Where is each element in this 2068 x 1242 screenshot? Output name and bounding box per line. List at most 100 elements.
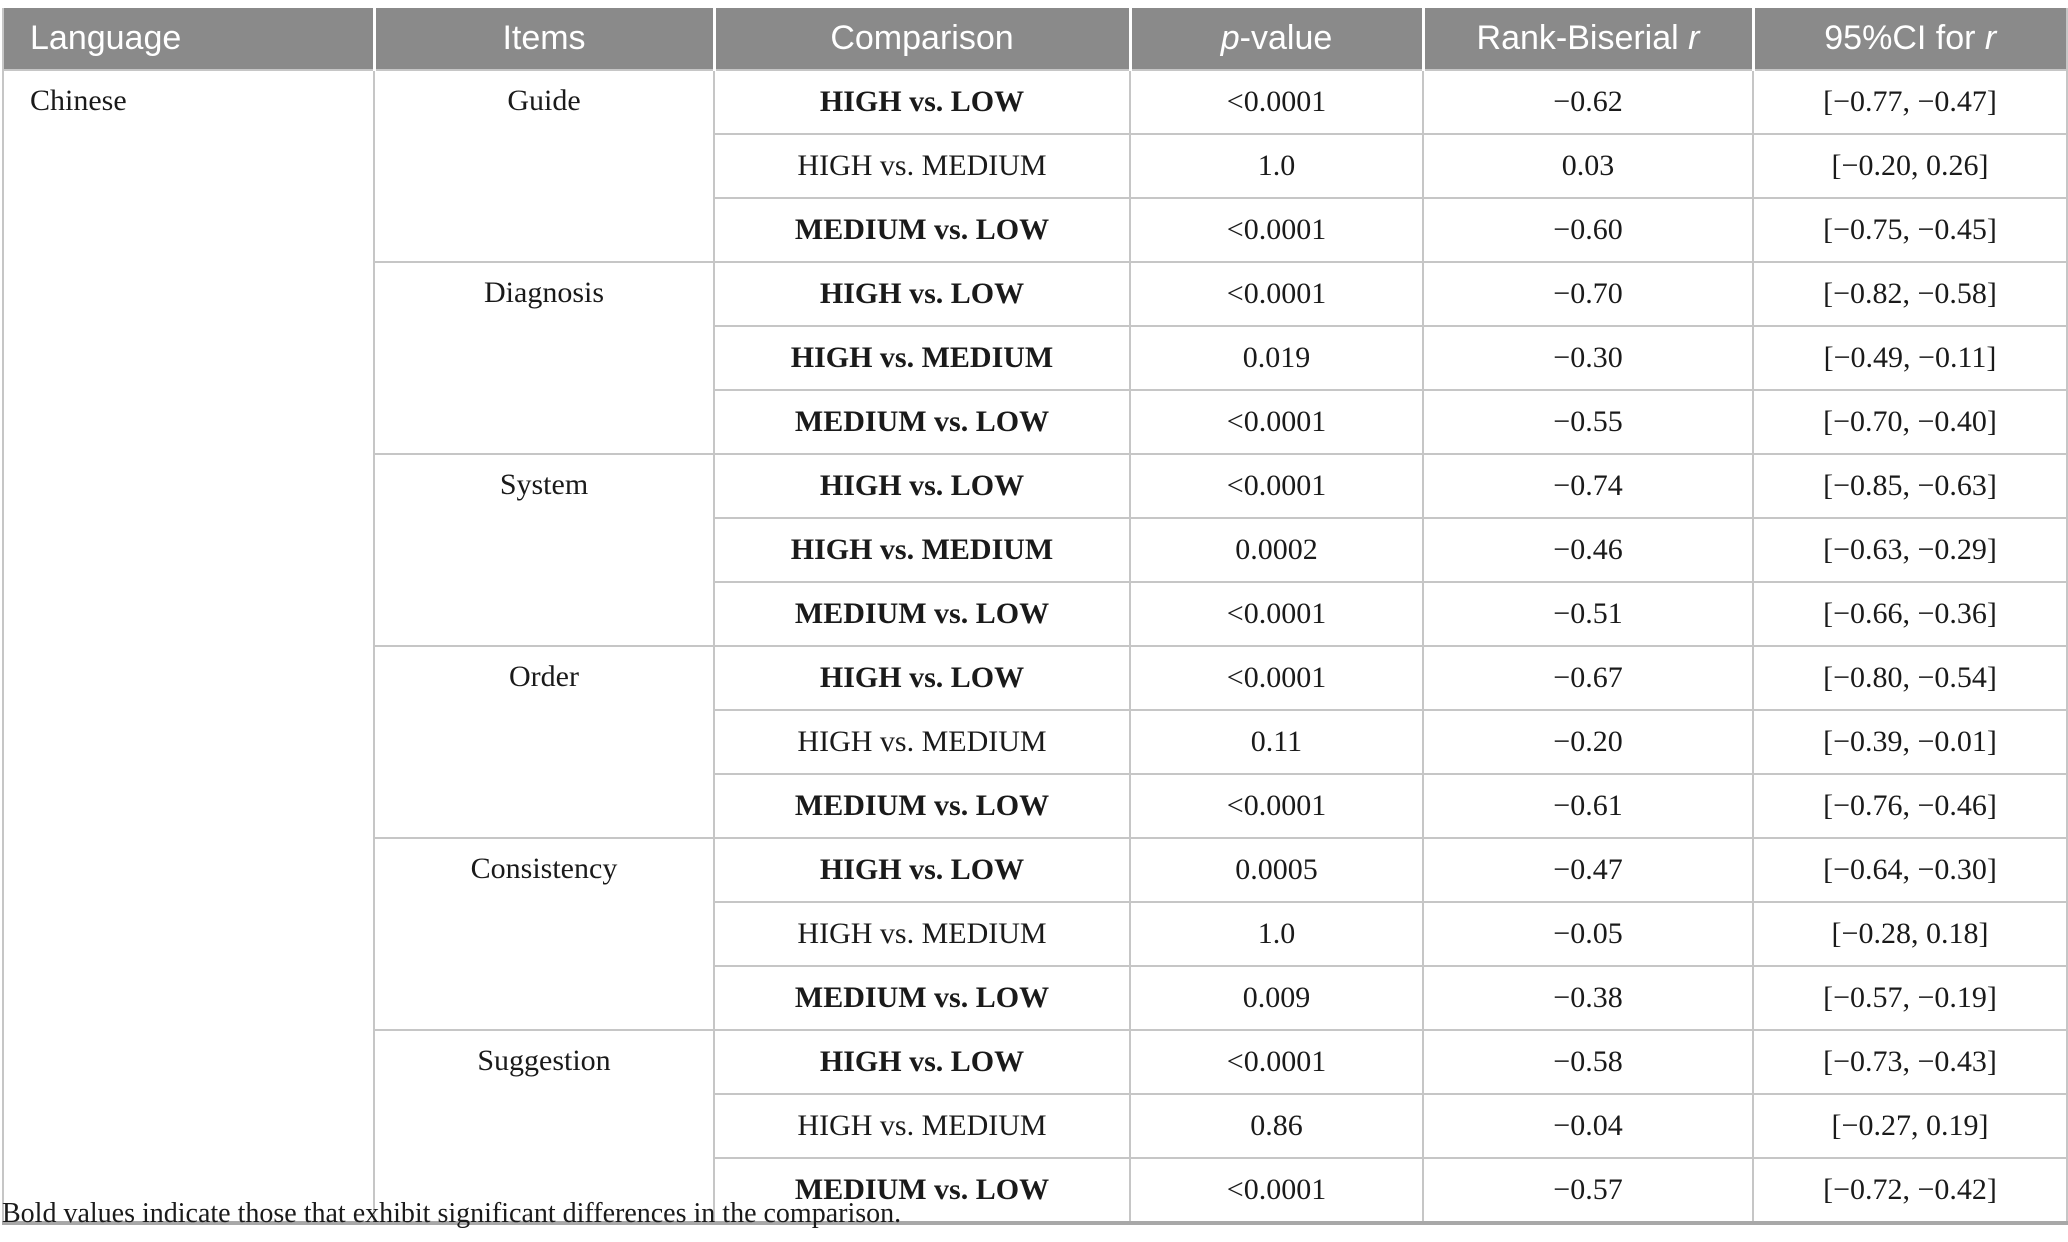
header-label: Comparison [830,19,1014,57]
comparison-cell: HIGH vs. MEDIUM [713,517,1131,583]
p-value-cell: 0.0005 [1129,837,1424,903]
table-row: HIGH vs. MEDIUM 1.0 0.03 [−0.20, 0.26] [3,133,2068,199]
p-value-cell: <0.0001 [1129,645,1424,711]
table-row: Consistency HIGH vs. LOW 0.0005 −0.47 [−0.64… [3,837,2068,1031]
header-label: -value [1239,19,1333,57]
comparison-cell: HIGH vs. MEDIUM [713,901,1131,967]
comparison-cell: MEDIUM vs. LOW [713,389,1131,455]
p-value-cell: 0.11 [1129,709,1424,775]
header-cell-items: Items [372,8,714,70]
comparison-cell: HIGH vs. LOW [713,1029,1131,1095]
table-row: MEDIUM vs. LOW <0.0001 −0.60 [−0.75, −0.45] [3,197,2068,263]
rank-biserial-cell: −0.57 [1422,1157,1754,1224]
rank-biserial-cell: −0.62 [1422,69,1754,135]
table-row: MEDIUM vs. LOW <0.0001 −0.61 [−0.76, −0.46] [3,773,2068,839]
item-cell: Guide [373,69,715,263]
p-value-cell: <0.0001 [1129,261,1424,327]
comparison-cell: HIGH vs. LOW [713,837,1131,903]
rank-biserial-cell: −0.74 [1422,453,1754,519]
rank-biserial-cell: −0.61 [1422,773,1754,839]
header-cell-comparison: Comparison [712,8,1130,70]
comparison-cell: HIGH vs. LOW [713,261,1131,327]
p-value-cell: <0.0001 [1129,581,1424,647]
table-row: Chinese Guide HIGH vs. LOW <0.0001 −0.62 [−0.… [2,69,2068,1224]
table-row: System HIGH vs. LOW <0.0001 −0.74 [−0.85, −0… [3,453,2068,647]
comparison-cell: HIGH vs. LOW [713,453,1131,519]
rank-biserial-cell: −0.60 [1422,197,1754,263]
ci-cell: [−0.73, −0.43] [1752,1029,2068,1095]
table-body: Chinese Guide HIGH vs. LOW <0.0001 −0.62 [−0.… [2,69,2068,1224]
rank-biserial-cell: −0.46 [1422,517,1754,583]
ci-cell: [−0.82, −0.58] [1752,261,2068,327]
ci-cell: [−0.70, −0.40] [1752,389,2068,455]
rank-biserial-cell: 0.03 [1422,133,1754,199]
rank-biserial-cell: −0.20 [1422,709,1754,775]
header-label-italic: r [1984,19,1997,57]
p-value-cell: <0.0001 [1129,389,1424,455]
rank-biserial-cell: −0.70 [1422,261,1754,327]
rank-biserial-cell: −0.05 [1422,901,1754,967]
header-cell-rank-biserial-r: Rank-Biserial r [1421,8,1753,70]
header-cell-language: Language [3,8,374,70]
header-label-italic: p [1220,19,1240,57]
rank-biserial-cell: −0.58 [1422,1029,1754,1095]
comparison-cell: MEDIUM vs. LOW [713,773,1131,839]
table-row: HIGH vs. MEDIUM 0.0002 −0.46 [−0.63, −0.29] [3,517,2068,583]
table-row: Suggestion HIGH vs. LOW <0.0001 −0.58 [−0.73… [3,1029,2068,1224]
table-row: MEDIUM vs. LOW <0.0001 −0.51 [−0.66, −0.36] [3,581,2068,647]
ci-cell: [−0.20, 0.26] [1752,133,2068,199]
table-header: Language Items Comparison p-value Rank-Biser… [3,8,2067,70]
p-value-cell: <0.0001 [1129,1029,1424,1095]
header-label: Rank-Biserial [1476,19,1689,57]
ci-cell: [−0.49, −0.11] [1752,325,2068,391]
rank-biserial-cell: −0.47 [1422,837,1754,903]
p-value-cell: 1.0 [1129,901,1424,967]
header-label: 95%CI for [1824,19,1985,57]
comparisons-table: Language Items Comparison p-value Rank-Biser… [2,8,2068,1225]
p-value-cell: 0.86 [1129,1093,1424,1159]
ci-cell: [−0.27, 0.19] [1752,1093,2068,1159]
comparison-cell: MEDIUM vs. LOW [713,581,1131,647]
p-value-cell: 1.0 [1129,133,1424,199]
header-label-italic: r [1688,19,1700,57]
header-cell-p-value: p-value [1128,8,1423,70]
header-cell-ci-for-r: 95%CI for r [1751,8,2067,70]
table-row: MEDIUM vs. LOW 0.009 −0.38 [−0.57, −0.19] [3,965,2068,1031]
comparison-cell: MEDIUM vs. LOW [713,197,1131,263]
ci-cell: [−0.63, −0.29] [1752,517,2068,583]
comparison-cell: HIGH vs. LOW [713,645,1131,711]
footnote: Bold values indicate those that exhibit … [2,1198,902,1229]
p-value-cell: <0.0001 [1129,453,1424,519]
ci-cell: [−0.77, −0.47] [1752,69,2068,135]
table-row: Diagnosis HIGH vs. LOW <0.0001 −0.70 [−0.82,… [3,261,2068,455]
ci-cell: [−0.39, −0.01] [1752,709,2068,775]
rank-biserial-cell: −0.51 [1422,581,1754,647]
table-row: HIGH vs. MEDIUM 0.019 −0.30 [−0.49, −0.11] [3,325,2068,391]
table-row: Order HIGH vs. LOW <0.0001 −0.67 [−0.80, −0.… [3,645,2068,839]
p-value-cell: <0.0001 [1129,773,1424,839]
ci-cell: [−0.85, −0.63] [1752,453,2068,519]
table-row: HIGH vs. MEDIUM 0.11 −0.20 [−0.39, −0.01] [3,709,2068,775]
table-row: HIGH vs. MEDIUM 1.0 −0.05 [−0.28, 0.18] [3,901,2068,967]
item-cell: Suggestion [373,1029,715,1224]
comparison-cell: HIGH vs. MEDIUM [713,325,1131,391]
header-label: Items [502,19,586,57]
comparison-cell: MEDIUM vs. LOW [713,1157,1131,1224]
rank-biserial-cell: −0.55 [1422,389,1754,455]
p-value-cell: 0.0002 [1129,517,1424,583]
item-cell: Order [373,645,715,839]
ci-cell: [−0.75, −0.45] [1752,197,2068,263]
item-cell: System [373,453,715,647]
item-cell: Diagnosis [373,261,715,455]
rank-biserial-cell: −0.04 [1422,1093,1754,1159]
ci-cell: [−0.57, −0.19] [1752,965,2068,1031]
comparison-cell: HIGH vs. MEDIUM [713,709,1131,775]
p-value-cell: <0.0001 [1129,1157,1424,1224]
comparison-cell: MEDIUM vs. LOW [713,965,1131,1031]
table-row: MEDIUM vs. LOW <0.0001 −0.55 [−0.70, −0.40] [3,389,2068,455]
table-header-row: Language Items Comparison p-value Rank-Biser… [3,8,2067,70]
table-row: MEDIUM vs. LOW <0.0001 −0.57 [−0.72, −0.42] [3,1157,2068,1224]
item-cell: Consistency [373,837,715,1031]
comparison-cell: HIGH vs. LOW [713,69,1131,135]
